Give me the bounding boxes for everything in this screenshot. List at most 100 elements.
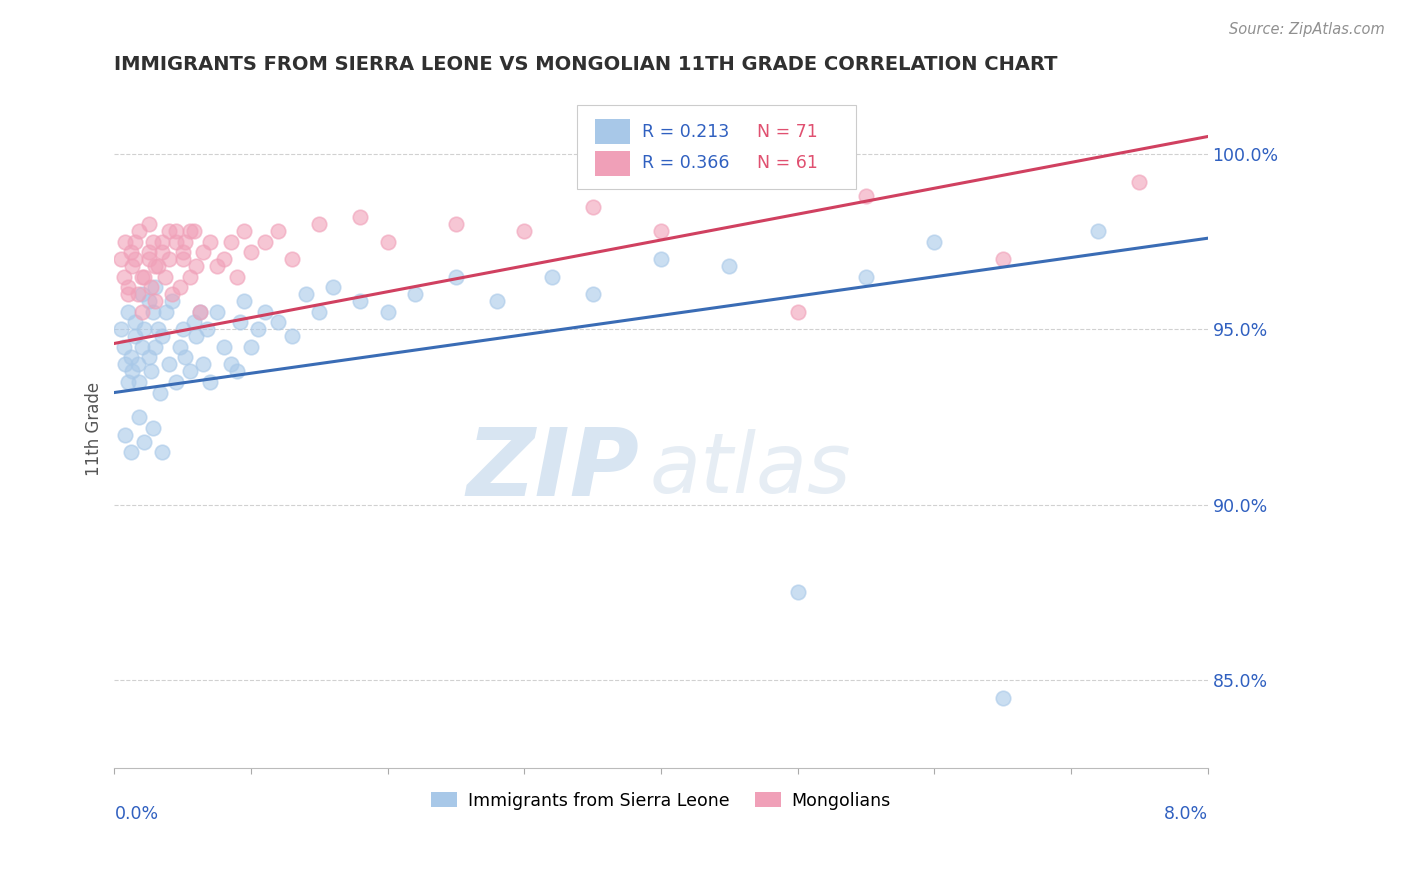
Point (117, 287, 139, 301)
Point (308, 217, 330, 231)
Text: R = 0.366: R = 0.366 (643, 154, 730, 172)
Point (146, 260, 169, 274)
Point (128, 375, 150, 389)
Point (138, 294, 160, 309)
Point (205, 260, 228, 274)
Point (120, 245, 142, 260)
Point (157, 224, 180, 238)
Point (110, 322, 132, 336)
Point (172, 245, 194, 260)
Point (246, 322, 269, 336)
Point (165, 224, 187, 238)
Point (138, 245, 160, 260)
Point (513, 224, 536, 238)
Point (349, 294, 371, 309)
Point (1087, 224, 1109, 238)
Text: 0.0%: 0.0% (114, 805, 159, 823)
Point (190, 305, 212, 319)
Point (205, 305, 228, 319)
Point (253, 235, 276, 249)
Point (169, 280, 191, 294)
Point (308, 305, 330, 319)
Point (110, 252, 132, 267)
Point (212, 252, 235, 267)
Point (145, 294, 167, 309)
Point (112, 269, 135, 284)
Point (138, 217, 160, 231)
Point (183, 315, 205, 329)
Point (786, 585, 808, 599)
Legend: Immigrants from Sierra Leone, Mongolians: Immigrants from Sierra Leone, Mongolians (425, 785, 898, 816)
Point (186, 329, 208, 343)
Point (240, 340, 263, 354)
Point (179, 224, 201, 238)
Point (150, 329, 173, 343)
Point (145, 260, 167, 274)
Point (1128, 175, 1150, 189)
Point (128, 410, 150, 425)
Point (165, 235, 187, 249)
Point (169, 340, 191, 354)
Point (127, 287, 149, 301)
Point (150, 235, 173, 249)
Point (233, 224, 256, 238)
Point (267, 315, 290, 329)
Point (145, 280, 167, 294)
Point (142, 235, 165, 249)
Point (155, 305, 177, 319)
Point (718, 260, 741, 274)
Point (131, 287, 153, 301)
Text: atlas: atlas (650, 429, 852, 510)
Point (650, 224, 672, 238)
Point (540, 269, 562, 284)
Point (404, 287, 426, 301)
FancyBboxPatch shape (576, 104, 855, 189)
Point (281, 329, 304, 343)
Point (267, 224, 290, 238)
Point (183, 224, 205, 238)
Point (131, 305, 153, 319)
Point (322, 280, 344, 294)
Point (142, 305, 165, 319)
Point (117, 280, 139, 294)
Point (174, 235, 197, 249)
Point (131, 340, 153, 354)
Point (240, 245, 263, 260)
Point (349, 211, 371, 225)
Text: IMMIGRANTS FROM SIERRA LEONE VS MONGOLIAN 11TH GRADE CORRELATION CHART: IMMIGRANTS FROM SIERRA LEONE VS MONGOLIA… (114, 55, 1057, 74)
Text: 8.0%: 8.0% (1163, 805, 1208, 823)
Point (650, 252, 672, 267)
Point (377, 305, 399, 319)
Point (148, 385, 170, 400)
Point (142, 420, 165, 434)
Point (922, 235, 945, 249)
Point (134, 322, 156, 336)
Point (128, 224, 150, 238)
Point (219, 358, 242, 372)
Point (114, 427, 136, 442)
Point (131, 269, 153, 284)
Point (198, 235, 221, 249)
Point (153, 269, 176, 284)
Point (124, 235, 146, 249)
Point (121, 260, 143, 274)
Point (786, 305, 808, 319)
Point (124, 252, 146, 267)
Point (121, 364, 143, 378)
Point (198, 375, 221, 389)
Point (485, 294, 508, 309)
Point (190, 305, 212, 319)
Text: R = 0.213: R = 0.213 (643, 122, 730, 141)
Point (124, 315, 146, 329)
Bar (595, 151, 630, 177)
Point (134, 269, 156, 284)
Point (112, 340, 135, 354)
Point (444, 217, 467, 231)
Point (226, 364, 249, 378)
Text: N = 71: N = 71 (758, 122, 818, 141)
Point (582, 200, 605, 214)
Point (160, 294, 183, 309)
Point (179, 364, 201, 378)
Point (150, 445, 173, 459)
Point (157, 252, 180, 267)
